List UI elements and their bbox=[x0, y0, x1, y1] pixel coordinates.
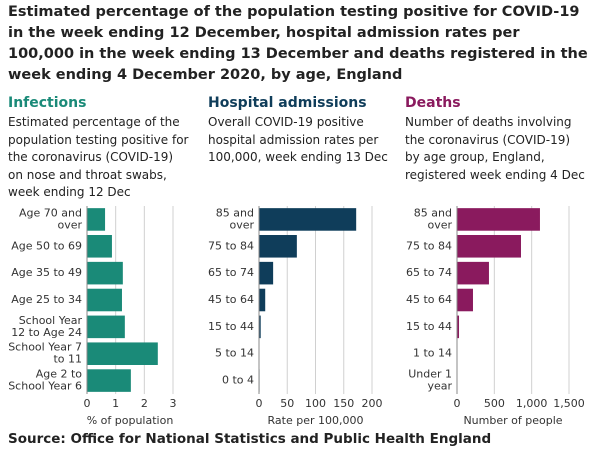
bar bbox=[87, 235, 112, 258]
bar bbox=[87, 261, 123, 285]
y-tick-label: Under 1 year bbox=[408, 368, 452, 393]
x-tick-label: 100 bbox=[305, 397, 326, 410]
panel-title: Infections bbox=[8, 95, 87, 111]
bar bbox=[259, 261, 274, 285]
y-tick-label: School Year 12 to Age 24 bbox=[11, 314, 82, 339]
y-tick-label: School Year 7 to 11 bbox=[8, 341, 82, 366]
panel-title: Hospital admissions bbox=[208, 95, 367, 111]
source: Source: Office for National Statistics a… bbox=[8, 431, 492, 447]
x-tick-label: 3 bbox=[170, 397, 177, 410]
x-tick-label: 50 bbox=[280, 397, 294, 410]
x-tick-label: 0 bbox=[454, 397, 461, 410]
x-axis-label: Rate per 100,000 bbox=[268, 414, 364, 427]
x-tick-label: 200 bbox=[362, 397, 383, 410]
y-tick-label: 15 to 44 bbox=[208, 320, 254, 333]
x-axis-label: Number of people bbox=[463, 414, 562, 427]
bar bbox=[457, 261, 489, 285]
y-tick-label: Age 25 to 34 bbox=[11, 293, 82, 306]
x-tick-label: 2 bbox=[141, 397, 148, 410]
bar bbox=[457, 315, 460, 339]
bar bbox=[259, 235, 297, 258]
x-tick-label: 500 bbox=[484, 397, 505, 410]
y-tick-label: Age 50 to 69 bbox=[11, 239, 82, 252]
y-tick-label: Age 35 to 49 bbox=[11, 266, 82, 279]
bar bbox=[259, 288, 266, 312]
y-tick-label: 75 to 84 bbox=[208, 239, 254, 252]
y-tick-label: 65 to 74 bbox=[208, 266, 254, 279]
y-tick-label: 45 to 64 bbox=[406, 293, 452, 306]
bar bbox=[457, 288, 473, 312]
panel-subtitle: Overall COVID-19 positive hospital admis… bbox=[208, 115, 388, 164]
y-tick-label: 75 to 84 bbox=[406, 239, 452, 252]
x-tick-label: 150 bbox=[333, 397, 354, 410]
bar bbox=[87, 369, 131, 392]
x-tick-label: 0 bbox=[256, 397, 263, 410]
panel-subtitle: Number of deaths involving the coronavir… bbox=[405, 115, 585, 182]
bar bbox=[87, 208, 106, 231]
panel-subtitle: Estimated percentage of the population t… bbox=[8, 115, 189, 199]
bar bbox=[457, 208, 540, 231]
bar bbox=[87, 288, 122, 312]
page-title: Estimated percentage of the population t… bbox=[8, 4, 588, 83]
x-tick-label: 0 bbox=[84, 397, 91, 410]
bar bbox=[259, 208, 357, 231]
bar bbox=[457, 235, 521, 258]
y-tick-label: Age 2 to School Year 6 bbox=[8, 368, 82, 393]
y-tick-label: 85 and over bbox=[216, 206, 255, 231]
y-tick-label: Age 70 and over bbox=[19, 206, 82, 231]
y-tick-label: 0 to 4 bbox=[222, 374, 254, 387]
x-axis-label: % of population bbox=[87, 414, 174, 427]
bar bbox=[87, 315, 125, 339]
y-tick-label: 1 to 14 bbox=[413, 347, 452, 360]
x-tick-label: 1,500 bbox=[553, 397, 585, 410]
x-tick-label: 1,000 bbox=[516, 397, 548, 410]
bar bbox=[259, 315, 261, 339]
y-tick-label: 45 to 64 bbox=[208, 293, 254, 306]
x-tick-label: 1 bbox=[112, 397, 119, 410]
bar bbox=[87, 342, 158, 365]
y-tick-label: 85 and over bbox=[414, 206, 453, 231]
y-tick-label: 65 to 74 bbox=[406, 266, 452, 279]
panel-title: Deaths bbox=[405, 95, 461, 111]
y-tick-label: 5 to 14 bbox=[215, 347, 254, 360]
y-tick-label: 15 to 44 bbox=[406, 320, 452, 333]
